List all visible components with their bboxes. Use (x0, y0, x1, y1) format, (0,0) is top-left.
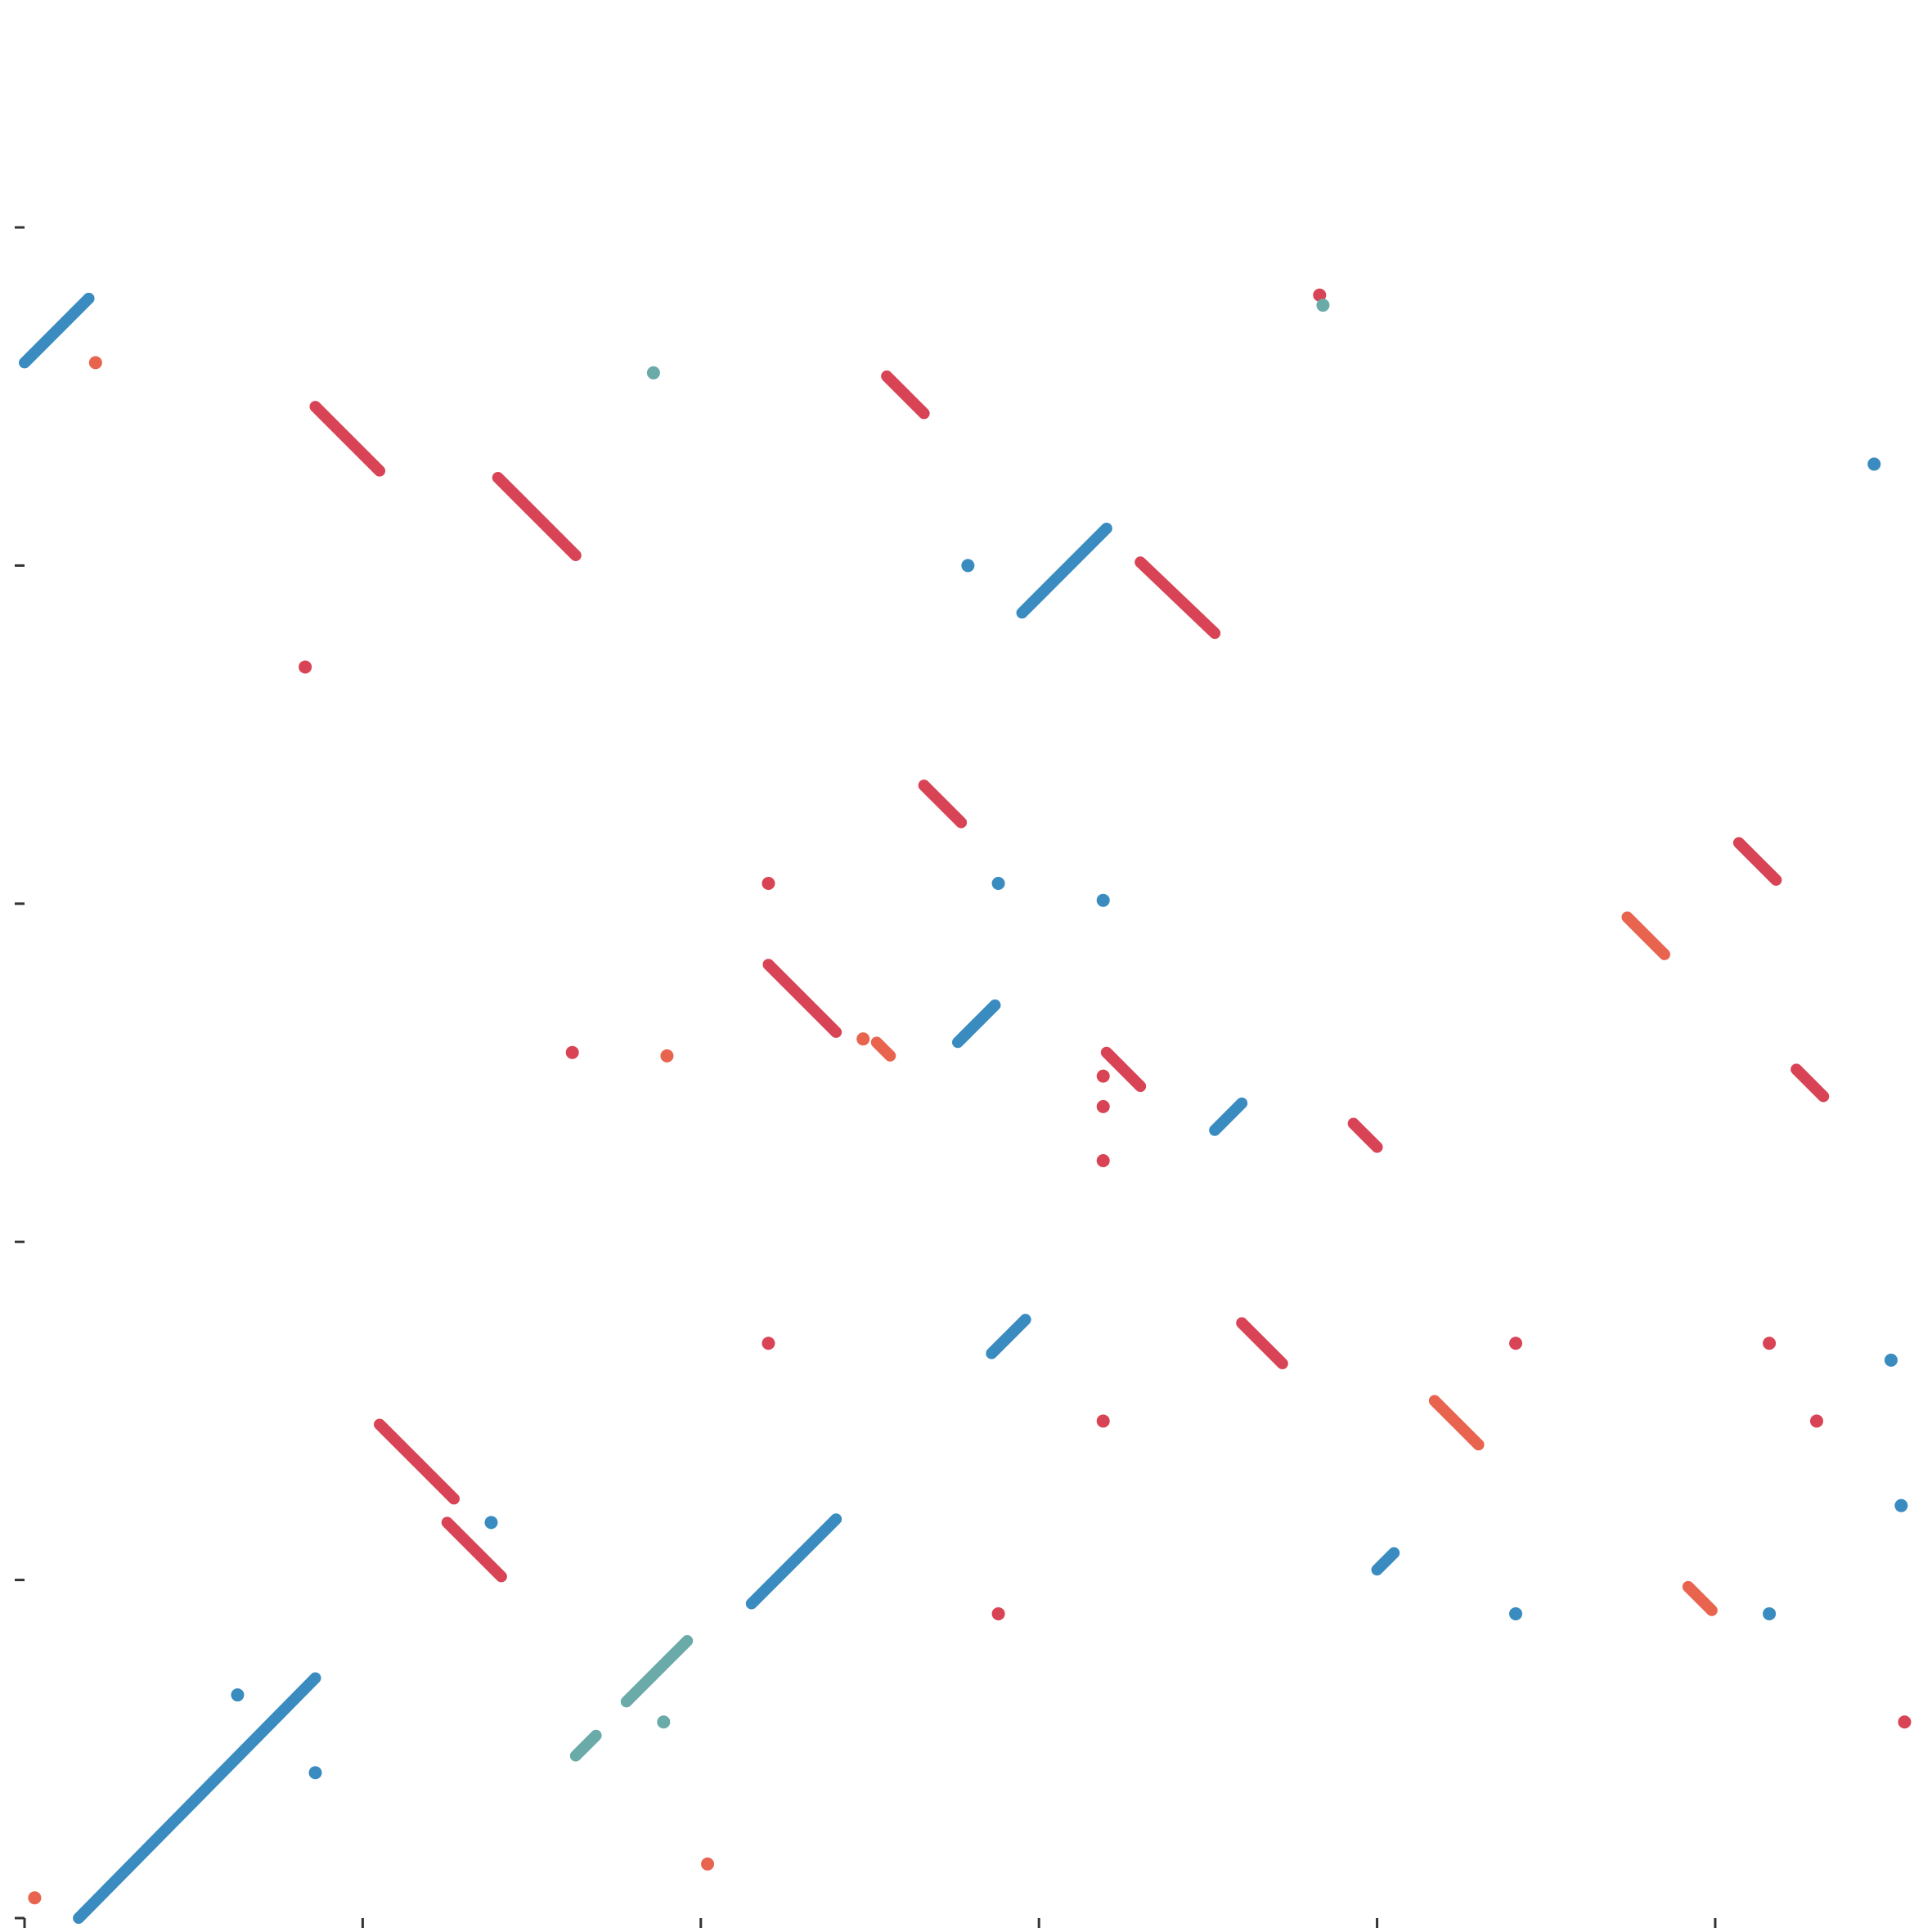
scatter-points (28, 288, 1912, 1905)
point-1 (28, 1891, 42, 1905)
segment-23 (1621, 911, 1670, 960)
segment-12 (881, 370, 930, 420)
point-15 (1096, 1099, 1110, 1113)
segment-22 (1428, 1395, 1485, 1451)
point-3 (299, 660, 312, 674)
point-22 (308, 1766, 322, 1780)
segment-21 (1347, 1117, 1383, 1153)
point-12 (660, 1049, 674, 1063)
point-31 (1884, 1353, 1898, 1367)
point-11 (565, 1045, 579, 1059)
point-17 (762, 1337, 775, 1350)
point-13 (856, 1032, 870, 1046)
segment-20 (1236, 1317, 1288, 1370)
point-25 (1509, 1337, 1523, 1350)
point-14 (1096, 1069, 1110, 1083)
segment-4 (620, 1635, 694, 1708)
point-26 (1509, 1606, 1523, 1620)
segment-19 (1100, 1046, 1147, 1093)
segment-3 (569, 1729, 602, 1762)
point-10 (1096, 893, 1110, 907)
point-8 (762, 877, 775, 891)
segment-13 (1134, 556, 1221, 640)
segment-25 (1790, 1063, 1830, 1103)
segment-8 (1209, 1097, 1248, 1136)
segment-15 (762, 959, 842, 1038)
diagonal-segments (19, 292, 1830, 1924)
point-21 (231, 1688, 245, 1702)
point-29 (1809, 1414, 1823, 1428)
axis-ticks (15, 226, 1717, 1928)
segment-14 (918, 780, 968, 829)
segment-0 (19, 292, 95, 369)
point-4 (961, 559, 975, 573)
segment-16 (870, 1036, 896, 1062)
point-18 (1096, 1414, 1110, 1428)
point-20 (701, 1857, 715, 1871)
point-30 (1898, 1715, 1912, 1729)
segment-9 (1371, 1547, 1400, 1576)
point-16 (1096, 1154, 1110, 1167)
segment-17 (374, 1418, 461, 1505)
point-2 (646, 366, 660, 380)
segment-2 (745, 1513, 842, 1610)
point-24 (484, 1516, 498, 1530)
segment-5 (1016, 522, 1112, 619)
point-6 (1316, 299, 1330, 312)
point-23 (657, 1715, 671, 1729)
point-0 (88, 356, 102, 370)
segment-10 (309, 401, 386, 477)
segment-6 (951, 999, 1001, 1049)
point-32 (1894, 1498, 1908, 1512)
segment-24 (1732, 837, 1782, 886)
segment-1 (73, 1672, 321, 1924)
segment-11 (492, 471, 582, 562)
segment-18 (441, 1516, 507, 1583)
point-19 (991, 1606, 1005, 1620)
point-7 (1867, 457, 1881, 471)
segment-7 (986, 1314, 1031, 1359)
point-28 (1763, 1337, 1777, 1350)
point-27 (1763, 1606, 1777, 1620)
segment-26 (1682, 1580, 1718, 1616)
point-9 (991, 877, 1005, 891)
point-5 (1313, 288, 1327, 302)
